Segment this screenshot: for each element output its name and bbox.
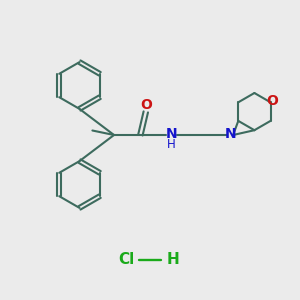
Text: N: N: [225, 128, 236, 141]
Text: N: N: [166, 127, 177, 141]
Text: O: O: [140, 98, 152, 112]
Text: O: O: [266, 94, 278, 108]
Text: H: H: [167, 138, 176, 152]
Text: Cl: Cl: [118, 252, 134, 267]
Text: H: H: [166, 252, 179, 267]
